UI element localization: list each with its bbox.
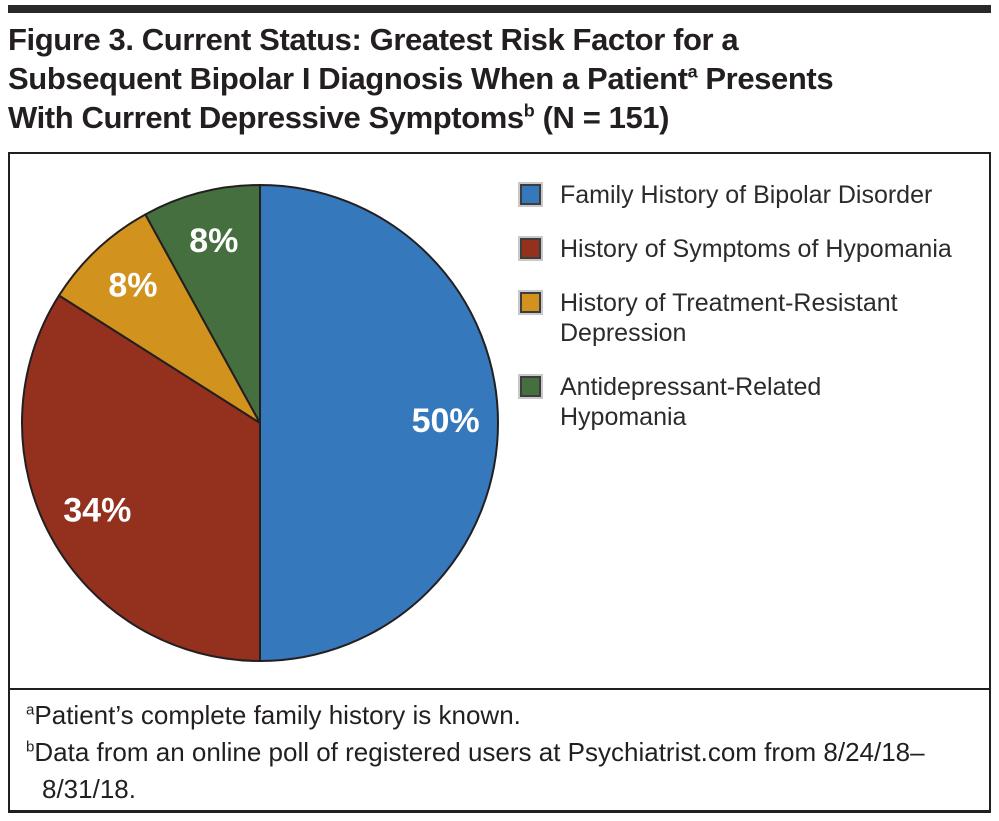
figure-title-line1: Figure 3. Current Status: Greatest Risk … [8, 22, 739, 57]
pie-slice-2 [21, 294, 261, 662]
title-superscript-a: a [687, 61, 698, 82]
pie-chart: 50% 34% 8% 8% [21, 184, 499, 662]
pie-slice-3 [58, 213, 261, 424]
legend-item-3: History of Treatment-Resistant Depression [518, 288, 952, 348]
slice-label-1: 50% [412, 402, 480, 440]
legend-label-4: Antidepressant-Related Hypomania [560, 373, 822, 431]
legend: Family History of Bipolar Disorder Histor… [518, 180, 952, 432]
footnote-b-superscript: b [26, 738, 35, 756]
figure-title-line3: With Current Depressive Symptomsb (N = 1… [8, 100, 670, 135]
chart-area: 50% 34% 8% 8% Family History of Bipolar Dis… [10, 154, 989, 688]
footnotes: aPatient’s complete family history is kn… [10, 688, 989, 810]
title-superscript-b: b [523, 100, 535, 121]
footnote-b: bData from an online poll of registered … [26, 737, 925, 804]
slice-label-4: 8% [189, 222, 238, 260]
figure-title: Figure 3. Current Status: Greatest Risk … [8, 20, 991, 137]
slice-label-2: 34% [63, 491, 131, 529]
legend-label-2: History of Symptoms of Hypomania [560, 235, 952, 263]
legend-label-1: Family History of Bipolar Disorder [560, 181, 933, 209]
pie-slice-1 [259, 184, 499, 662]
figure-box: 50% 34% 8% 8% Family History of Bipolar Dis… [8, 152, 991, 813]
legend-swatch-4 [518, 374, 543, 399]
legend-swatch-2 [518, 236, 543, 261]
pie-slice-4 [144, 184, 261, 424]
legend-swatch-3 [518, 290, 543, 315]
footnote-a: aPatient’s complete family history is kn… [26, 700, 521, 730]
figure-title-line2: Subsequent Bipolar I Diagnosis When a Pa… [8, 61, 834, 96]
footnote-a-superscript: a [26, 701, 35, 719]
slice-label-3: 8% [108, 267, 157, 305]
legend-item-4: Antidepressant-Related Hypomania [518, 372, 952, 432]
top-rule [8, 5, 991, 13]
legend-label-3: History of Treatment-Resistant Depression [560, 289, 898, 347]
legend-item-2: History of Symptoms of Hypomania [518, 234, 952, 264]
legend-swatch-1 [518, 182, 543, 207]
legend-item-1: Family History of Bipolar Disorder [518, 180, 952, 210]
